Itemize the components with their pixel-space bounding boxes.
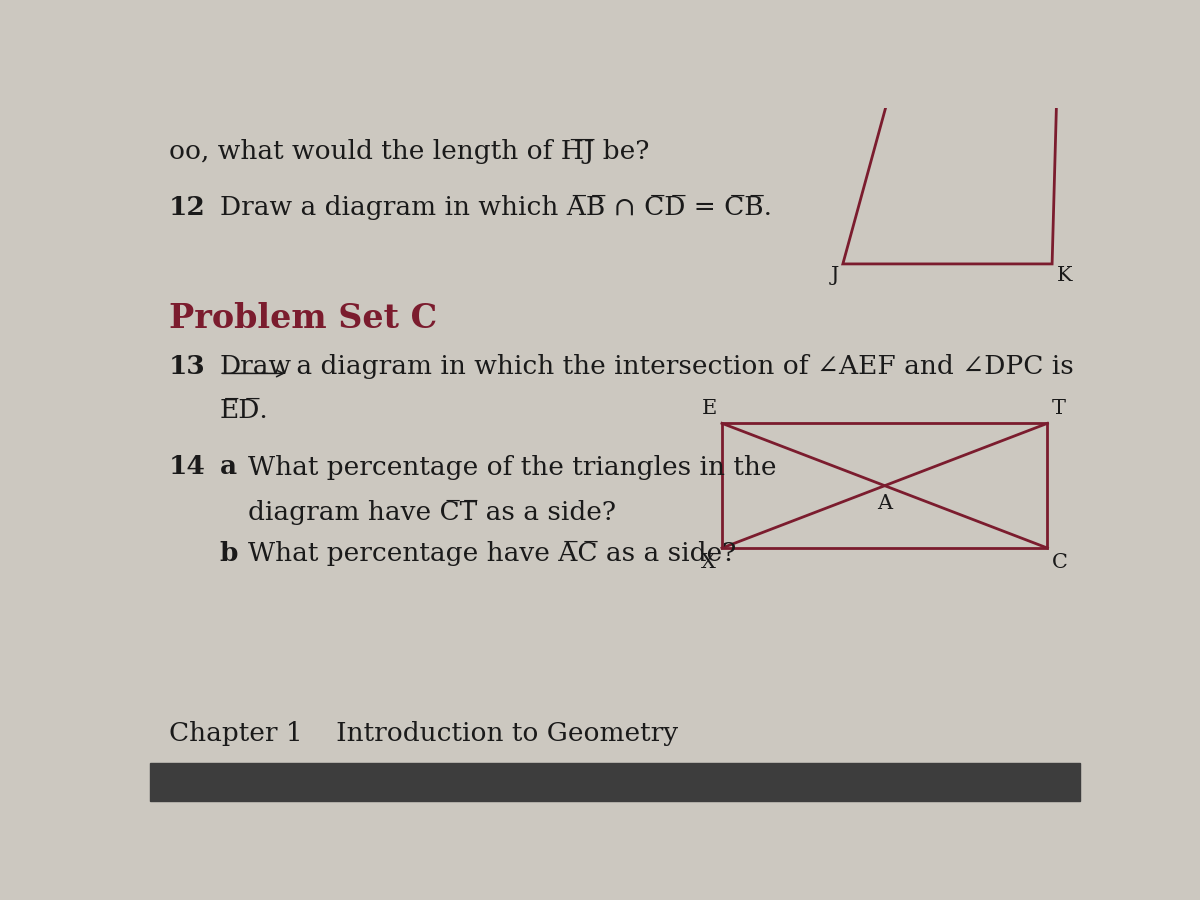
Text: a: a [220, 454, 236, 480]
Text: b: b [220, 541, 238, 566]
Text: 14: 14 [168, 454, 205, 480]
Text: diagram have C̅T̅ as a side?: diagram have C̅T̅ as a side? [247, 500, 616, 525]
Bar [150, 763, 1080, 801]
Bar [722, 423, 1048, 548]
Text: oo, what would the length of H̅J̅ be?: oo, what would the length of H̅J̅ be? [168, 140, 649, 164]
Text: What percentage have A̅C̅ as a side?: What percentage have A̅C̅ as a side? [247, 541, 736, 566]
Text: A: A [877, 493, 893, 512]
Text: a diagram in which the intersection of ∠AEF and ∠DPC is: a diagram in which the intersection of ∠… [288, 354, 1073, 379]
Text: E̅D̅.: E̅D̅. [220, 398, 269, 423]
Text: K: K [1057, 266, 1073, 285]
Text: 12: 12 [168, 194, 205, 220]
Text: 13: 13 [168, 354, 205, 379]
Text: T: T [1052, 400, 1066, 419]
Text: E: E [702, 400, 718, 419]
Text: Problem Set C: Problem Set C [168, 302, 437, 335]
Text: Draw a diagram in which A̅B̅ ∩ C̅D̅ = C̅B̅.: Draw a diagram in which A̅B̅ ∩ C̅D̅ = C̅… [220, 194, 772, 220]
Text: Draw: Draw [220, 354, 292, 379]
Text: C: C [1052, 553, 1068, 572]
Text: What percentage of the triangles in the: What percentage of the triangles in the [247, 454, 776, 480]
Text: J: J [830, 266, 839, 285]
Text: Chapter 1    Introduction to Geometry: Chapter 1 Introduction to Geometry [168, 721, 678, 746]
Text: X: X [701, 553, 715, 572]
